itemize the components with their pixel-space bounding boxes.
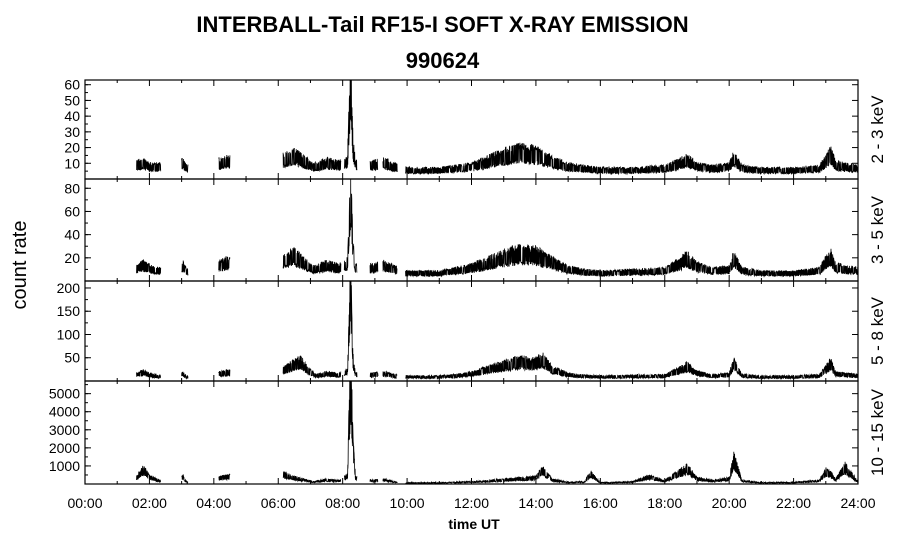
y-tick-label: 10 — [64, 155, 80, 171]
y-tick-label: 4000 — [49, 404, 80, 420]
x-tick-label: 16:00 — [583, 495, 618, 511]
series-label: 5 - 8 keV — [868, 296, 887, 365]
y-tick-label: 20 — [64, 250, 80, 266]
x-tick-label: 06:00 — [261, 495, 296, 511]
panel-frame — [84, 380, 859, 485]
y-tick-label: 40 — [64, 108, 80, 124]
x-tick-label: 00:00 — [67, 495, 102, 511]
y-tick-label: 60 — [64, 203, 80, 219]
y-tick-label: 80 — [64, 180, 80, 196]
y-tick-label: 50 — [64, 350, 80, 366]
series-line — [136, 178, 859, 278]
x-tick-label: 20:00 — [712, 495, 747, 511]
y-tick-label: 3000 — [49, 422, 80, 438]
x-axis-label: time UT — [448, 516, 500, 532]
y-tick-label: 5000 — [49, 386, 80, 402]
series-line — [136, 79, 859, 176]
x-tick-label: 10:00 — [390, 495, 425, 511]
y-tick-label: 1000 — [49, 458, 80, 474]
y-tick-label: 2000 — [49, 440, 80, 456]
x-tick-label: 24:00 — [840, 495, 875, 511]
y-tick-label: 100 — [57, 326, 81, 342]
y-tick-label: 20 — [64, 140, 80, 156]
x-tick-label: 04:00 — [196, 495, 231, 511]
x-tick-label: 12:00 — [454, 495, 489, 511]
chart-title: INTERBALL-Tail RF15-I SOFT X-RAY EMISSIO… — [196, 12, 689, 37]
panel-frame — [84, 280, 859, 382]
series-label: 2 - 3 keV — [868, 95, 887, 164]
x-tick-label: 08:00 — [325, 495, 360, 511]
panel-4: 1000 2000 3000 4000 5000 10 - 15 keV — [49, 380, 887, 485]
series-line — [136, 380, 859, 485]
series-label: 3 - 5 keV — [868, 195, 887, 264]
panel-2: 20 40 60 80 3 - 5 keV — [64, 178, 887, 282]
series-line — [136, 280, 859, 380]
chart-subtitle: 990624 — [405, 48, 480, 73]
y-tick-label: 60 — [64, 77, 80, 93]
y-tick-label: 40 — [64, 227, 80, 243]
y-axis-label: count rate — [9, 221, 31, 310]
x-tick-label: 14:00 — [518, 495, 553, 511]
panel-3: 50 100 150 200 5 - 8 keV — [57, 280, 887, 382]
x-tick-label: 18:00 — [647, 495, 682, 511]
x-tick-label: 22:00 — [776, 495, 811, 511]
x-axis: 00:00 02:00 04:00 06:00 08:00 10:00 12:00 14:00… — [67, 495, 875, 511]
y-tick-label: 50 — [64, 92, 80, 108]
y-tick-label: 30 — [64, 124, 80, 140]
y-tick-label: 150 — [57, 303, 81, 319]
series-label: 10 - 15 keV — [868, 388, 887, 476]
y-tick-label: 200 — [57, 280, 81, 296]
x-tick-label: 02:00 — [132, 495, 167, 511]
